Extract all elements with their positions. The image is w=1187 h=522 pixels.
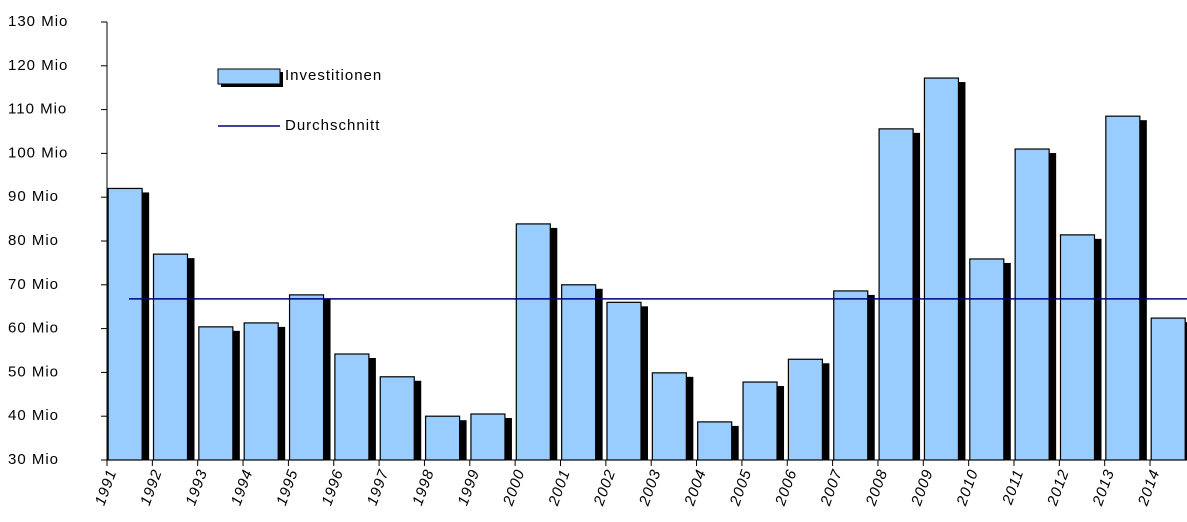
x-tick-label: 2012 [1044, 467, 1073, 509]
y-tick-label: 90 Mio [8, 188, 59, 205]
x-tick-label: 1997 [364, 467, 393, 508]
x-tick-label: 2002 [590, 467, 619, 509]
y-tick-label: 120 Mio [8, 57, 68, 74]
bar [561, 284, 597, 461]
bar [152, 253, 189, 461]
bar [243, 322, 279, 461]
bar [515, 223, 551, 461]
x-tick-label: 2001 [545, 467, 574, 509]
bar [878, 128, 914, 461]
bar [969, 258, 1005, 461]
bar [651, 372, 687, 461]
x-tick-label: 2010 [953, 467, 982, 509]
y-tick-label: 30 Mio [8, 451, 59, 468]
y-tick-label: 60 Mio [8, 320, 59, 337]
bar [606, 301, 642, 461]
x-tick-label: 2011 [999, 467, 1028, 508]
y-tick-label: 70 Mio [8, 276, 59, 293]
bar [288, 294, 325, 461]
x-tick-label: 2005 [726, 467, 755, 509]
x-tick-label: 1999 [455, 467, 484, 508]
bar [1059, 234, 1096, 461]
x-tick-label: 2008 [862, 467, 891, 509]
bar [1105, 115, 1141, 461]
y-tick-label: 110 Mio [8, 101, 67, 118]
bar [470, 413, 506, 461]
y-tick-label: 40 Mio [8, 407, 59, 424]
bar [107, 187, 143, 461]
bar [697, 421, 733, 461]
x-tick-label: 1994 [228, 467, 257, 508]
x-tick-label: 2007 [817, 467, 846, 509]
y-tick-label: 50 Mio [8, 363, 59, 380]
x-tick-label: 2013 [1089, 467, 1118, 509]
x-tick-label: 2006 [772, 467, 801, 509]
x-tick-label: 2009 [908, 467, 937, 509]
y-tick-label: 80 Mio [8, 232, 59, 249]
x-tick-label: 2003 [636, 467, 665, 509]
x-tick-label: 1998 [409, 467, 438, 508]
x-tick-label: 1995 [273, 467, 302, 508]
bar [742, 381, 778, 461]
x-tick-label: 2000 [500, 467, 529, 509]
legend-label: Durchschnitt [285, 117, 380, 134]
bar [923, 77, 960, 461]
bar [1150, 317, 1186, 461]
x-tick-label: 1991 [92, 467, 121, 508]
bar [334, 353, 370, 461]
bar [787, 358, 823, 461]
legend-swatch [217, 68, 281, 85]
x-tick-label: 1992 [137, 467, 166, 508]
bar [198, 326, 234, 461]
x-tick-label: 1996 [318, 467, 347, 508]
y-tick-label: 100 Mio [8, 144, 68, 161]
bar [379, 376, 415, 461]
bar [424, 415, 461, 461]
x-tick-label: 2004 [681, 467, 710, 509]
x-tick-label: 2014 [1134, 467, 1163, 509]
bar [1014, 148, 1050, 461]
x-tick-label: 1993 [182, 467, 211, 508]
legend-label: Investitionen [285, 67, 382, 84]
bar [833, 290, 869, 461]
y-tick-label: 130 Mio [8, 13, 68, 30]
